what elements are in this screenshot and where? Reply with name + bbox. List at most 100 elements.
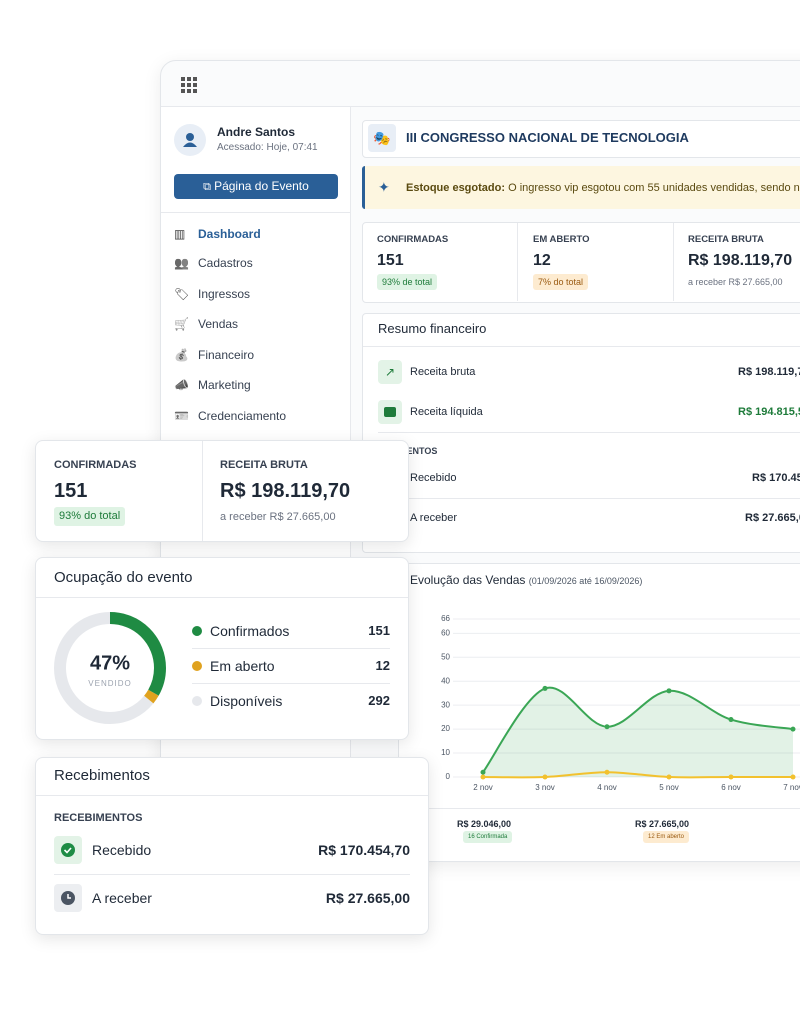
legend-value: 12 — [375, 658, 390, 673]
divider — [399, 808, 800, 809]
legend-dot — [192, 696, 202, 706]
y-tick-label: 66 — [441, 614, 450, 623]
stats-divider — [673, 223, 674, 301]
row-label: Recebido — [92, 842, 152, 858]
legend-value: 292 — [368, 693, 390, 708]
menu-icon: ▥ — [174, 227, 186, 241]
chart-subtitle: (01/09/2026 até 16/09/2026) — [528, 576, 643, 586]
topbar-divider — [161, 106, 800, 107]
stats-divider — [517, 223, 518, 301]
avatar — [174, 124, 206, 156]
receipts-card: Recebimentos RECEBIMENTOS Recebido R$ 17… — [35, 757, 429, 935]
menu-item[interactable]: Cadastros — [198, 256, 253, 270]
menu-item[interactable]: Ingressos — [198, 287, 251, 301]
point — [790, 774, 796, 780]
x-tick-label: 6 nov — [721, 783, 741, 792]
row-value: R$ 27.665,00 — [325, 890, 410, 906]
wallet-icon — [378, 400, 402, 424]
footer-value: R$ 27.665,00 — [635, 819, 690, 829]
financial-summary-title: Resumo financeiro — [378, 321, 487, 336]
point — [666, 688, 672, 694]
y-tick-label: 10 — [441, 748, 450, 757]
row-label: Receita líquida — [410, 406, 483, 418]
footer-badge: 12 Em aberto — [643, 831, 690, 843]
overlay-stats-card: CONFIRMADAS 151 93% do total RECEITA BRU… — [35, 440, 409, 542]
menu-icon: 🪪 — [174, 409, 189, 423]
stat-label: RECEITA BRUTA — [688, 234, 764, 245]
divider — [378, 432, 800, 433]
stat-value: R$ 198.119,70 — [688, 252, 793, 269]
divider — [192, 648, 390, 649]
event-page-button[interactable]: ⧉ Página do Evento — [174, 174, 338, 199]
menu-item[interactable]: Credenciamento — [198, 409, 287, 423]
divider — [36, 795, 428, 796]
row-label: Recebido — [410, 472, 457, 484]
x-tick-label: 4 nov — [597, 783, 617, 792]
alert-text: O ingresso vip esgotou com 55 unidades v… — [508, 182, 800, 194]
legend-dot — [192, 626, 202, 636]
alert-label: Estoque esgotado: — [406, 182, 506, 194]
stat-sub: a receber R$ 27.665,00 — [688, 277, 783, 287]
alert-icon: ✦ — [378, 179, 390, 195]
line — [482, 771, 793, 779]
receipts-title: Recebimentos — [54, 767, 150, 784]
donut: 47% VENDIDO — [54, 612, 166, 724]
area — [483, 687, 793, 777]
stat-value: 151 — [377, 252, 404, 269]
sales-chart: 0 10 20 30 40 50 60 66 2 nov 3 nov 4 nov 5 nov 6 nov… — [441, 614, 800, 792]
event-icon: 🎭 — [368, 124, 396, 152]
point — [480, 769, 486, 775]
legend-dot — [192, 661, 202, 671]
stat-sub: a receber R$ 27.665,00 — [220, 511, 336, 523]
y-tick-label: 60 — [441, 628, 450, 637]
row-value: R$ 170.454,70 — [318, 842, 410, 858]
clock-icon — [54, 884, 82, 912]
sidebar-divider — [161, 212, 350, 213]
menu-icon: 🏷 — [174, 287, 190, 301]
legend-label: Confirmados — [210, 623, 290, 639]
x-tick-label: 5 nov — [659, 783, 679, 792]
point — [542, 774, 548, 780]
row-label: A receber — [410, 512, 458, 524]
point — [604, 724, 610, 730]
menu-item[interactable]: Marketing — [198, 378, 251, 392]
x-tick-label: 3 nov — [535, 783, 555, 792]
stat-badge: 7% do total — [533, 274, 589, 290]
y-tick-label: 20 — [441, 724, 450, 733]
y-tick-label: 50 — [441, 652, 450, 661]
row-label: A receber — [92, 890, 152, 906]
menu-icon: 🛒 — [174, 317, 189, 331]
point — [728, 717, 734, 723]
donut-label: VENDIDO — [88, 679, 131, 688]
apps-icon[interactable] — [181, 77, 197, 93]
legend-label: Em aberto — [210, 658, 275, 674]
chart-title: Evolução das Vendas — [410, 573, 526, 587]
stat-label: CONFIRMADAS — [377, 234, 449, 245]
section-label: RECEBIMENTOS — [54, 812, 143, 824]
donut-percent: 47% — [90, 652, 130, 674]
event-page-label: Página do Evento — [214, 179, 309, 193]
stat-value: 151 — [54, 480, 88, 502]
y-tick-label: 0 — [446, 772, 451, 781]
menu-item[interactable]: Vendas — [198, 317, 239, 331]
footer-value: R$ 29.046,00 — [457, 819, 512, 829]
menu-item[interactable]: Financeiro — [198, 348, 255, 362]
menu-item[interactable]: Dashboard — [198, 227, 261, 241]
occupancy-title: Ocupação do evento — [54, 569, 193, 586]
divider — [54, 874, 410, 875]
point — [604, 769, 610, 775]
event-header — [362, 120, 800, 158]
check-icon — [54, 836, 82, 864]
row-value: R$ 27.665,00 — [745, 512, 800, 524]
chart-heading: Evolução das Vendas (01/09/2026 até 16/0… — [410, 572, 642, 589]
legend-value: 151 — [368, 623, 390, 638]
point — [666, 774, 672, 780]
occupancy-card: Ocupação do evento 47% VENDIDO Confirmad… — [35, 557, 409, 740]
stat-badge: 93% de total — [377, 274, 438, 290]
divider — [192, 683, 390, 684]
divider — [363, 346, 800, 347]
divider — [36, 597, 408, 598]
menu-icon: 💰 — [174, 348, 189, 362]
row-label: Receita bruta — [410, 366, 476, 378]
